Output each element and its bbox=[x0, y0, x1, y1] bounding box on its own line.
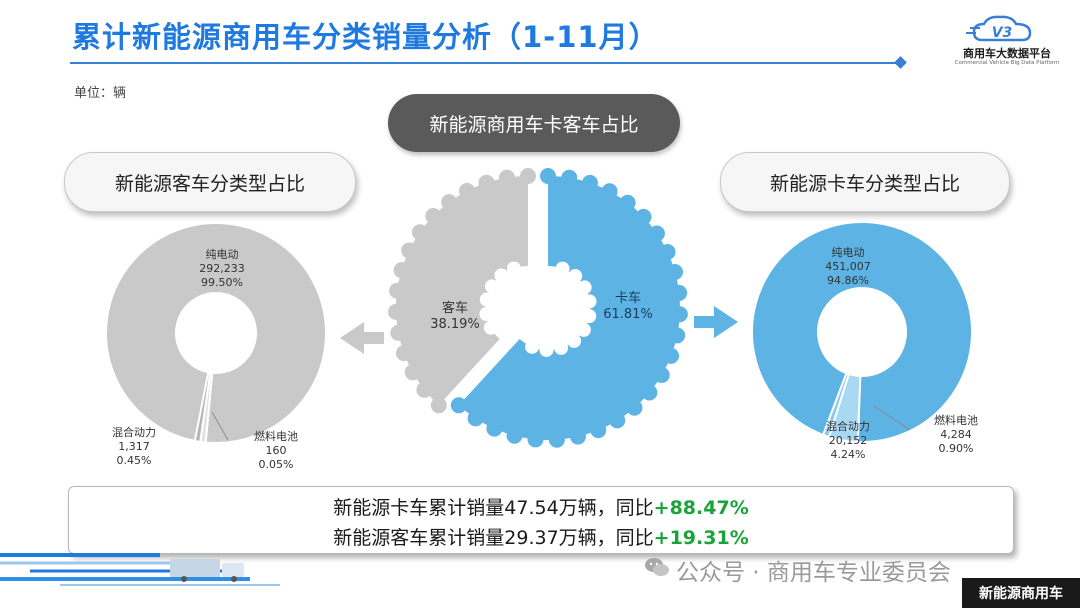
wechat-watermark: 公众号 · 商用车专业委员会 bbox=[676, 560, 951, 586]
truck-bus-share-donut bbox=[388, 168, 688, 448]
truck-bev-label: 纯电动 bbox=[832, 246, 865, 259]
bus-fuelcell-percent: 0.05% bbox=[259, 458, 294, 471]
truck-bev-slice bbox=[751, 221, 973, 443]
truck-type-donut bbox=[751, 221, 973, 443]
bus-fuelcell-leader bbox=[211, 411, 229, 441]
truck-growth-value: +88.47% bbox=[653, 497, 749, 519]
truck-hybrid-value: 20,152 bbox=[829, 434, 868, 447]
bus-fuelcell-value: 160 bbox=[266, 444, 287, 457]
center-truck-percent: 61.81% bbox=[603, 307, 653, 322]
logo-mark-text: V3 bbox=[992, 25, 1013, 41]
bus-growth-value: +19.31% bbox=[653, 527, 749, 549]
logo-subtitle: Commercial Vehicle Big Data Platform bbox=[954, 60, 1060, 66]
center-bus-slice bbox=[388, 168, 536, 414]
center-bus-label: 客车 bbox=[442, 300, 468, 316]
footer-tag: 新能源商用车 bbox=[962, 578, 1080, 608]
left-arrow-icon bbox=[340, 322, 384, 354]
right-chart-title: 新能源卡车分类型占比 bbox=[720, 152, 1010, 212]
bus-hybrid-percent: 0.45% bbox=[117, 454, 152, 467]
bus-bev-label: 纯电动 bbox=[206, 248, 239, 261]
truck-summary-line: 新能源卡车累计销量47.54万辆，同比+88.47% bbox=[69, 493, 1013, 520]
page-title: 累计新能源商用车分类销量分析（1-11月） bbox=[72, 20, 659, 54]
platform-logo: V3 商用车大数据平台 Commercial Vehicle Big Data … bbox=[952, 12, 1062, 72]
truck-fuelcell-value: 4,284 bbox=[940, 428, 972, 441]
left-chart-title: 新能源客车分类型占比 bbox=[64, 152, 356, 212]
truck-fuelcell-label: 燃料电池 bbox=[934, 413, 978, 427]
truck-fuelcell-slice bbox=[821, 371, 851, 439]
bus-hybrid-value: 1,317 bbox=[118, 440, 150, 453]
wechat-icon bbox=[645, 558, 669, 576]
logo-mark-icon: V3 bbox=[966, 15, 1032, 42]
logo-name: 商用车大数据平台 bbox=[963, 47, 1051, 60]
truck-fuelcell-leader bbox=[873, 405, 911, 431]
bus-summary-text: 新能源客车累计销量29.37万辆，同比 bbox=[333, 527, 654, 549]
bus-fuelcell-slice bbox=[193, 371, 212, 443]
truck-bev-percent: 94.86% bbox=[827, 274, 869, 287]
right-arrow-icon bbox=[694, 306, 738, 338]
truck-hybrid-label: 混合动力 bbox=[826, 419, 870, 433]
bus-summary-line: 新能源客车累计销量29.37万辆，同比+19.31% bbox=[69, 523, 1013, 550]
center-truck-slice bbox=[450, 168, 688, 448]
bus-fuelcell-label: 燃料电池 bbox=[254, 429, 298, 443]
truck-summary-text: 新能源卡车累计销量47.54万辆，同比 bbox=[333, 497, 654, 519]
bus-hybrid-label: 混合动力 bbox=[112, 425, 156, 439]
truck-bev-value: 451,007 bbox=[825, 260, 871, 273]
vehicle-stripes-decoration bbox=[0, 553, 280, 586]
bus-type-donut bbox=[105, 222, 327, 444]
summary-box: 新能源卡车累计销量47.54万辆，同比+88.47% 新能源客车累计销量29.3… bbox=[68, 486, 1014, 554]
center-truck-label: 卡车 bbox=[615, 290, 641, 306]
truck-fuelcell-percent: 0.90% bbox=[939, 442, 974, 455]
truck-hybrid-percent: 4.24% bbox=[831, 448, 866, 461]
unit-label: 单位：辆 bbox=[74, 86, 127, 101]
bus-bev-slice bbox=[105, 222, 327, 444]
bus-bev-value: 292,233 bbox=[199, 262, 245, 275]
center-bus-percent: 38.19% bbox=[430, 317, 480, 332]
bus-bev-percent: 99.50% bbox=[201, 276, 243, 289]
center-chart-title: 新能源商用车卡客车占比 bbox=[388, 94, 680, 152]
title-divider bbox=[70, 62, 900, 64]
